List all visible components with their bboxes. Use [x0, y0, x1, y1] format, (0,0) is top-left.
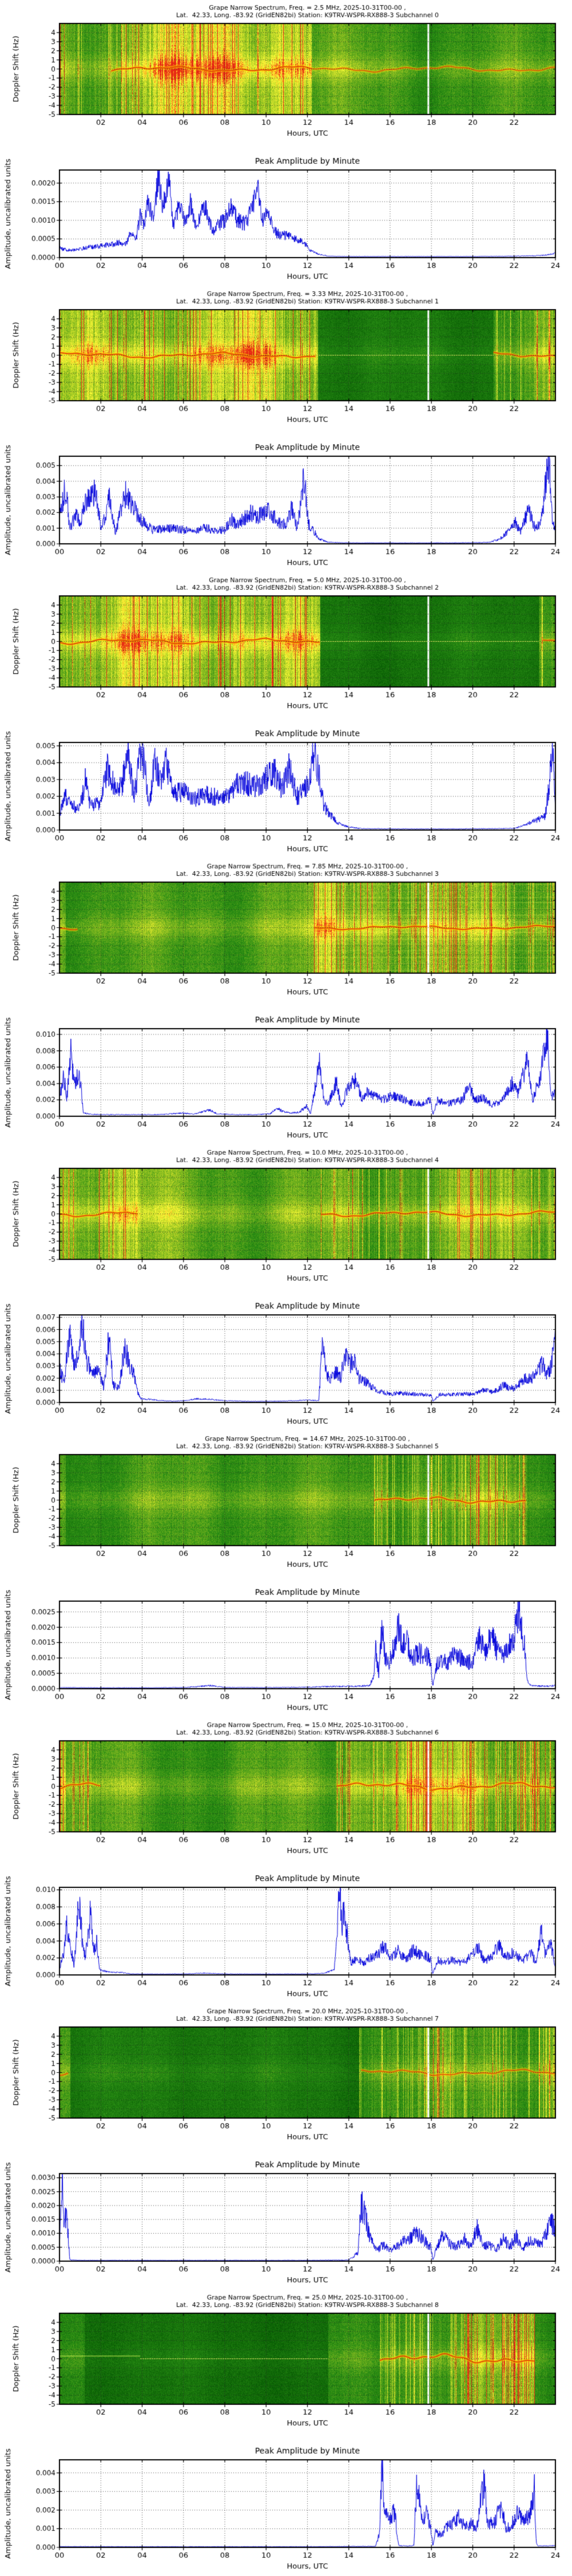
amplitude-canvas — [0, 143, 572, 286]
spectrogram-subchannel-0 — [0, 0, 572, 143]
spectrogram-canvas — [0, 1717, 572, 1860]
peak-amplitude-chart-subchannel-2 — [0, 716, 572, 859]
amplitude-canvas — [0, 716, 572, 859]
amplitude-canvas — [0, 1574, 572, 1717]
spectrogram-subchannel-7 — [0, 2004, 572, 2147]
spectrogram-canvas — [0, 2004, 572, 2147]
amplitude-canvas — [0, 1002, 572, 1145]
spectrogram-canvas — [0, 859, 572, 1002]
spectrogram-canvas — [0, 1145, 572, 1288]
spectrogram-canvas — [0, 572, 572, 716]
spectrogram-subchannel-5 — [0, 1431, 572, 1574]
spectrogram-canvas — [0, 1431, 572, 1574]
spectrogram-subchannel-3 — [0, 859, 572, 1002]
spectrogram-subchannel-8 — [0, 2290, 572, 2433]
peak-amplitude-chart-subchannel-0 — [0, 143, 572, 286]
amplitude-canvas — [0, 2433, 572, 2576]
amplitude-canvas — [0, 429, 572, 572]
peak-amplitude-chart-subchannel-4 — [0, 1288, 572, 1431]
peak-amplitude-chart-subchannel-3 — [0, 1002, 572, 1145]
spectrogram-canvas — [0, 286, 572, 429]
spectrogram-subchannel-4 — [0, 1145, 572, 1288]
spectrogram-subchannel-2 — [0, 572, 572, 716]
spectrogram-canvas — [0, 2290, 572, 2433]
peak-amplitude-chart-subchannel-8 — [0, 2433, 572, 2576]
spectrogram-canvas — [0, 0, 572, 143]
peak-amplitude-chart-subchannel-6 — [0, 1860, 572, 2004]
peak-amplitude-chart-subchannel-5 — [0, 1574, 572, 1717]
amplitude-canvas — [0, 1860, 572, 2004]
spectrogram-subchannel-1 — [0, 286, 572, 429]
peak-amplitude-chart-subchannel-1 — [0, 429, 572, 572]
peak-amplitude-chart-subchannel-7 — [0, 2147, 572, 2290]
spectrogram-subchannel-6 — [0, 1717, 572, 1860]
amplitude-canvas — [0, 2147, 572, 2290]
amplitude-canvas — [0, 1288, 572, 1431]
